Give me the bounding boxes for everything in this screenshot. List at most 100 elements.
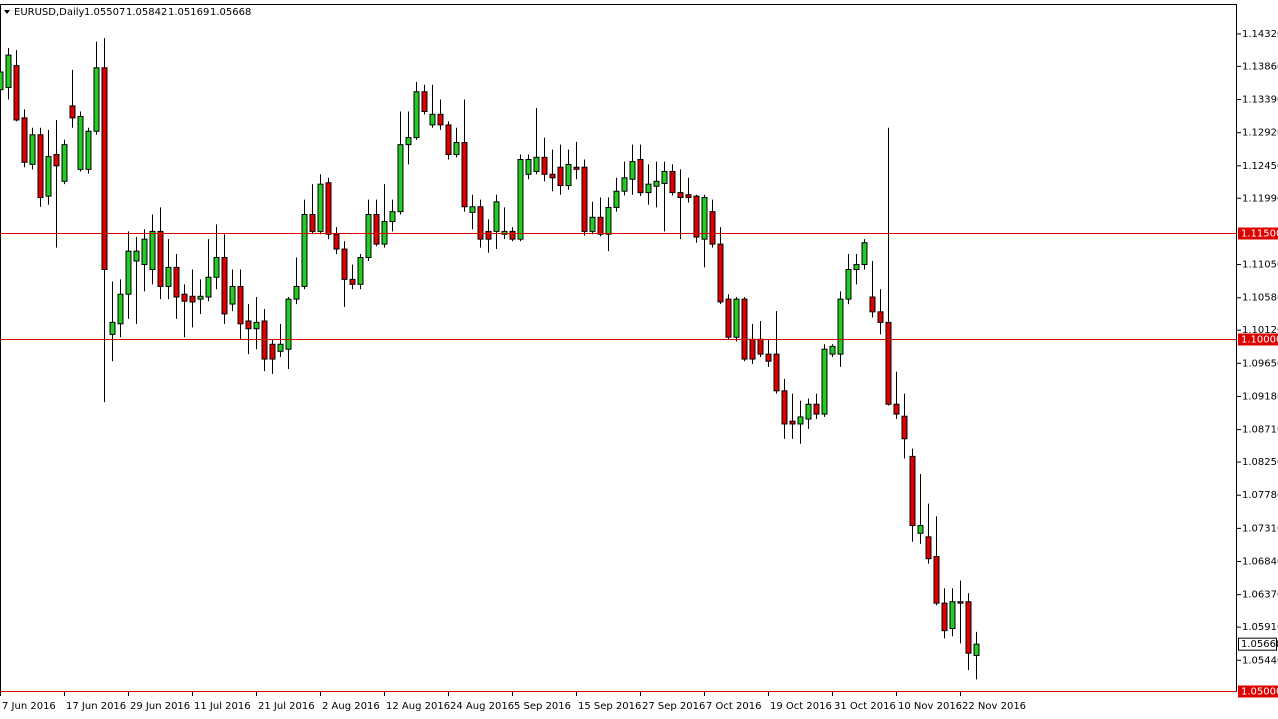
y-tick-label: 1.10120 (1242, 325, 1278, 336)
chart-title: EURUSD,Daily (14, 7, 85, 18)
candle-body (317, 183, 324, 232)
candle-body (373, 213, 380, 245)
candle-body (77, 115, 84, 170)
candle-body (301, 213, 308, 287)
candle-body (261, 320, 268, 360)
candle-body (949, 601, 956, 630)
candle-body (389, 211, 396, 223)
candle-body (669, 170, 676, 194)
y-tick-label: 1.06840 (1242, 557, 1278, 568)
candle-body (381, 221, 388, 245)
candle-body (397, 144, 404, 213)
candle-body (357, 257, 364, 285)
candle-body (765, 353, 772, 362)
y-tick-label: 1.09180 (1242, 391, 1278, 402)
candle-body (197, 295, 204, 300)
y-tick-label: 1.12450 (1242, 161, 1278, 172)
candle-body (325, 182, 332, 235)
candle-body (205, 276, 212, 298)
candle-body (597, 216, 604, 235)
candle-body (965, 601, 972, 654)
candle-body (85, 130, 92, 170)
candle-body (709, 211, 716, 245)
candle-body (109, 321, 116, 335)
hline-label-bg (1238, 333, 1278, 346)
candle-body (605, 206, 612, 235)
x-tick-label: 17 Jun 2016 (66, 701, 126, 712)
x-tick-label: 15 Sep 2016 (578, 701, 641, 712)
candle-body (501, 230, 508, 235)
candle-body (285, 298, 292, 350)
candle-body (957, 601, 964, 604)
candle-body (909, 455, 916, 527)
candle-body (493, 201, 500, 232)
candle-body (549, 173, 556, 179)
candle-body (837, 298, 844, 355)
hline-label-bg (1238, 685, 1278, 698)
y-tick-label: 1.14320 (1242, 29, 1278, 40)
y-tick-label: 1.07780 (1242, 490, 1278, 501)
candle-body (45, 156, 52, 197)
candle-body (133, 250, 140, 262)
candle-body (309, 213, 316, 232)
candle-body (165, 266, 172, 287)
candle-body (797, 416, 804, 425)
x-tick-label: 31 Oct 2016 (834, 701, 896, 712)
candle-body (781, 390, 788, 425)
x-tick-label: 11 Jul 2016 (194, 701, 251, 712)
candle-body (853, 264, 860, 271)
candle-body (21, 117, 28, 163)
x-tick-label: 27 Sep 2016 (642, 701, 705, 712)
candle-body (813, 403, 820, 415)
candle-body (189, 295, 196, 303)
y-tick-label: 1.11990 (1242, 193, 1278, 204)
candle-body (653, 180, 660, 187)
candle-body (445, 124, 452, 156)
candle-body (565, 163, 572, 187)
candle-body (789, 420, 796, 425)
candle-body (917, 525, 924, 534)
candle-body (573, 166, 580, 170)
plot-frame (0, 4, 1237, 692)
y-tick-label: 1.10580 (1242, 293, 1278, 304)
candle-body (221, 257, 228, 315)
candle-body (541, 156, 548, 175)
candle-body (733, 298, 740, 338)
candle-body (461, 142, 468, 208)
y-tick-label: 1.08710 (1242, 425, 1278, 436)
candle-body (277, 343, 284, 352)
candle-body (661, 170, 668, 184)
candle-body (581, 166, 588, 232)
y-tick-label: 1.13860 (1242, 61, 1278, 72)
candle-body (893, 403, 900, 415)
candle-body (869, 296, 876, 313)
candle-body (749, 338, 756, 360)
candle-body (269, 343, 276, 360)
candle-body (877, 311, 884, 323)
candle-body (141, 238, 148, 266)
y-tick-label: 1.05440 (1242, 655, 1278, 666)
candle-body (117, 293, 124, 325)
candle-body (629, 161, 636, 180)
x-tick-label: 12 Aug 2016 (386, 701, 450, 712)
x-tick-label: 24 Aug 2016 (450, 701, 514, 712)
candle-body (589, 216, 596, 232)
x-tick-label: 2 Aug 2016 (322, 701, 380, 712)
candle-body (861, 242, 868, 266)
candle-body (477, 206, 484, 240)
candle-body (5, 54, 12, 89)
candle-body (773, 353, 780, 392)
candle-body (925, 536, 932, 560)
plot (0, 38, 980, 680)
candle-body (125, 250, 132, 295)
menu-arrow[interactable] (4, 10, 10, 14)
candle-body (693, 195, 700, 238)
candle-body (213, 257, 220, 278)
candle-body (901, 415, 908, 440)
candle-body (517, 158, 524, 240)
candle-body (941, 602, 948, 632)
header-close: 1.05668 (210, 7, 251, 18)
candle-body (13, 65, 20, 121)
y-tick-label: 1.08250 (1242, 457, 1278, 468)
x-tick-label: 22 Nov 2016 (962, 701, 1026, 712)
